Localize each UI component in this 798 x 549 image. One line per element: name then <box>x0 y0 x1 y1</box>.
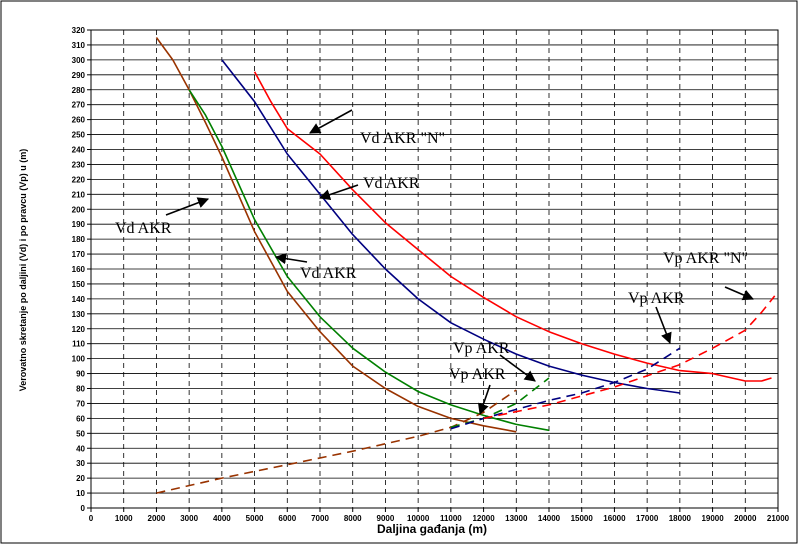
annotation-label: Vd AKR "N" <box>360 130 445 147</box>
x-tick-label: 13000 <box>505 514 528 523</box>
x-tick-label: 2000 <box>148 514 166 523</box>
y-tick-label: 80 <box>76 385 85 394</box>
y-tick-label: 180 <box>72 235 86 244</box>
y-tick-label: 120 <box>72 325 86 334</box>
annotation-label: Vd AKR <box>115 220 172 237</box>
x-tick-label: 4000 <box>213 514 231 523</box>
y-tick-label: 30 <box>76 459 85 468</box>
series-line-2 <box>188 89 550 432</box>
y-tick-label: 220 <box>72 175 86 184</box>
annotation-arrow <box>309 109 353 134</box>
annotation-arrow <box>477 384 491 416</box>
x-tick-label: 21000 <box>767 514 790 523</box>
x-tick-label: 16000 <box>603 514 626 523</box>
y-tick-label: 150 <box>72 280 86 289</box>
y-tick-label: 250 <box>72 131 86 140</box>
y-tick-label: 50 <box>76 429 85 438</box>
y-tick-label: 210 <box>72 190 86 199</box>
x-tick-label: 19000 <box>701 514 724 523</box>
y-tick-label: 300 <box>72 56 86 65</box>
x-tick-label: 3000 <box>180 514 198 523</box>
y-tick-label: 0 <box>81 504 86 513</box>
x-tick-label: 10000 <box>407 514 430 523</box>
annotation-label: Vd AKR <box>363 175 420 192</box>
y-tick-label: 110 <box>72 340 85 349</box>
y-tick-label: 70 <box>76 399 85 408</box>
y-tick-label: 90 <box>76 370 85 379</box>
annotation-arrow <box>499 354 536 382</box>
y-tick-label: 170 <box>72 250 86 259</box>
y-tick-label: 140 <box>72 295 86 304</box>
x-tick-label: 18000 <box>669 514 692 523</box>
annotation-arrow <box>655 306 672 345</box>
annotation-label: Vd AKR <box>300 265 357 282</box>
y-tick-label: 100 <box>72 355 86 364</box>
y-tick-label: 240 <box>72 146 86 155</box>
y-tick-label: 230 <box>72 160 86 169</box>
x-tick-label: 14000 <box>538 514 561 523</box>
y-tick-label: 190 <box>72 220 86 229</box>
y-tick-label: 130 <box>72 310 86 319</box>
x-tick-label: 8000 <box>344 514 362 523</box>
annotations: Vd AKR "N" Vd AKR Vd AKR Vd AKR Vp AKR "N" Vp… <box>115 109 755 416</box>
y-tick-label: 60 <box>76 414 85 423</box>
series-line-8 <box>483 295 776 420</box>
x-tick-label: 17000 <box>636 514 659 523</box>
x-tick-label: 20000 <box>734 514 757 523</box>
y-tick-label: 10 <box>76 489 85 498</box>
tick-labels: 0 1000 2000 3000 4000 5000 6000 7000 8000 9000 100… <box>72 26 790 523</box>
annotation-label: Vp AKR "N" <box>663 250 748 267</box>
series-line-3 <box>221 59 681 394</box>
y-tick-label: 270 <box>72 101 86 110</box>
y-tick-label: 200 <box>72 205 86 214</box>
annotation-arrow <box>318 184 359 201</box>
x-tick-label: 11000 <box>440 514 462 523</box>
y-tick-label: 20 <box>76 474 85 483</box>
y-tick-label: 320 <box>72 26 86 35</box>
annotation-arrow <box>724 286 755 301</box>
series-line-4 <box>253 71 772 382</box>
series-group <box>155 37 776 494</box>
y-axis-title: Verovatno skretanje po daljini (Vd) i po… <box>18 149 28 392</box>
y-tick-label: 310 <box>72 41 86 50</box>
annotation-label: Vp AKR <box>449 366 506 383</box>
x-axis-title: Daljina gađanja (m) <box>377 522 487 536</box>
axes <box>87 29 779 512</box>
y-tick-label: 280 <box>72 86 86 95</box>
y-tick-label: 260 <box>72 116 86 125</box>
x-tick-label: 0 <box>89 514 94 523</box>
annotation-arrow <box>274 253 308 265</box>
x-tick-label: 1000 <box>115 514 133 523</box>
x-tick-label: 12000 <box>472 514 495 523</box>
y-tick-label: 290 <box>72 71 86 80</box>
y-tick-label: 160 <box>72 265 86 274</box>
x-tick-label: 5000 <box>246 514 264 523</box>
x-tick-label: 9000 <box>377 514 395 523</box>
x-tick-label: 6000 <box>278 514 296 523</box>
annotation-arrow <box>165 197 210 216</box>
x-tick-label: 15000 <box>571 514 594 523</box>
annotation-label: Vp AKR <box>453 340 510 357</box>
annotation-label: Vp AKR <box>628 290 685 307</box>
y-tick-label: 40 <box>76 444 85 453</box>
series-line-7 <box>450 347 681 430</box>
x-tick-label: 7000 <box>311 514 329 523</box>
